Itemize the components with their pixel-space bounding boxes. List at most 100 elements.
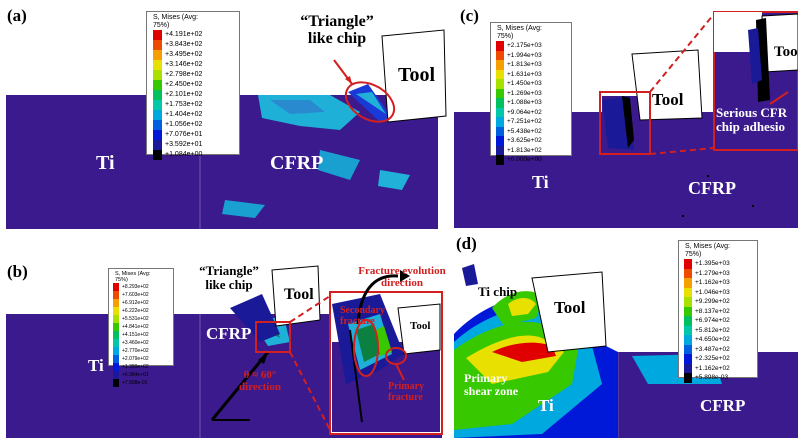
legend-row: +1.395e+03 <box>684 259 757 269</box>
legend-swatch <box>684 373 692 383</box>
legend-swatch <box>684 325 692 335</box>
legend-swatch <box>113 283 119 291</box>
legend-row: +7.908e-01 <box>113 379 173 387</box>
legend-row: +2.101e+02 <box>153 90 239 100</box>
legend-value: +1.269e+03 <box>507 89 542 97</box>
legend-row: +1.813e+02 <box>496 145 571 155</box>
legend-swatch <box>684 278 692 288</box>
legend-row: +6.984e+01 <box>113 371 173 379</box>
legend-row: +8.293e+02 <box>113 283 173 291</box>
legend-swatch <box>113 363 119 371</box>
legend-row: +1.753e+02 <box>153 100 239 110</box>
legend-swatch <box>153 130 162 140</box>
legend-value: +7.908e-01 <box>122 380 148 386</box>
legend-value: +3.146e+02 <box>165 61 203 68</box>
legend-swatch <box>496 98 504 108</box>
legend-swatch <box>153 70 162 80</box>
legend-value: +3.843e+02 <box>165 41 203 48</box>
legend-value: +1.162e+03 <box>695 279 730 286</box>
legend-swatch <box>113 371 119 379</box>
primary-shear-zone-note: Primary shear zone <box>464 371 519 398</box>
legend-swatch <box>684 306 692 316</box>
legend-swatch <box>113 331 119 339</box>
legend-swatch <box>496 69 504 79</box>
legend-value: +3.592e+01 <box>165 141 203 148</box>
legend-swatch <box>684 297 692 307</box>
legend-row: +9.299e+02 <box>684 297 757 307</box>
legend-row: +5.438e+02 <box>496 126 571 136</box>
legend-row: +4.151e+02 <box>113 331 173 339</box>
legend-swatch <box>684 259 692 269</box>
legend-swatch <box>153 150 162 160</box>
legend-swatch <box>496 79 504 89</box>
legend-value: +2.798e+02 <box>165 71 203 78</box>
legend-value: +1.395e+03 <box>695 260 730 267</box>
legend-swatch <box>113 307 119 315</box>
legend-swatch <box>113 299 119 307</box>
legend-swatch <box>153 90 162 100</box>
legend-row: +4.191e+02 <box>153 30 239 40</box>
legend-row: +5.812e+02 <box>684 325 757 335</box>
legend-swatch <box>496 145 504 155</box>
material-cfrp-d: CFRP <box>700 396 746 415</box>
legend-swatch <box>496 60 504 70</box>
legend-row: +1.450e+03 <box>496 79 571 89</box>
legend-row: +1.813e+03 <box>496 60 571 70</box>
legend-row: +1.056e+02 <box>153 120 239 130</box>
material-cfrp-c: CFRP <box>688 178 736 198</box>
legend-swatch <box>496 126 504 136</box>
legend-swatch <box>113 355 119 363</box>
legend-row: +2.798e+02 <box>153 70 239 80</box>
legend-row: +3.487e+02 <box>684 344 757 354</box>
legend-row: +3.460e+02 <box>113 339 173 347</box>
legend-value: +1.279e+03 <box>695 269 730 277</box>
legend-value: +8.293e+02 <box>122 284 149 290</box>
secondary-fracture-note: Secondary fracture <box>340 305 385 327</box>
chip-adhesion-note: Serious CFR chip adhesio <box>716 105 788 134</box>
legend-row: +3.625e+02 <box>496 136 571 146</box>
legend-value: +1.813e+02 <box>507 146 542 154</box>
legend-row: +1.046e+03 <box>684 287 757 297</box>
legend-value: +5.438e+02 <box>507 127 542 135</box>
legend-row: +0.000e+00 <box>496 155 571 165</box>
panel-b-graphic <box>6 265 443 438</box>
panel-c: (c) Ti CFRP Tool Too Serious CFR chip ad… <box>452 0 798 230</box>
legend-value: +7.076e+01 <box>165 131 203 138</box>
legend-swatch <box>684 354 692 364</box>
legend-value: +7.251e+02 <box>507 118 542 125</box>
legend-swatch <box>113 315 119 323</box>
panel-c-graphic <box>454 11 798 228</box>
tool-label-d: Tool <box>554 298 586 317</box>
legend-c: S, Mises (Avg: 75%) +2.175e+03 +1.994e+03… <box>490 22 572 165</box>
material-ti-a: Ti <box>96 152 115 174</box>
legend-row: +9.064e+02 <box>496 107 571 117</box>
legend-swatch <box>153 30 162 40</box>
legend-value: +4.191e+02 <box>165 31 203 38</box>
tool-label-c-inset: Too <box>774 44 798 60</box>
legend-value: +5.531e+02 <box>122 316 149 322</box>
panel-d: (d) Ti CFRP Tool Ti chip Primary shear z… <box>452 234 798 438</box>
legend-value: +1.753e+02 <box>165 101 203 108</box>
material-cfrp-a: CFRP <box>270 152 324 174</box>
legend-value: +1.813e+03 <box>507 61 542 68</box>
legend-value: +2.770e+02 <box>122 348 149 354</box>
triangle-chip-note-b: “Triangle” like chip <box>199 263 259 292</box>
legend-value: +2.079e+02 <box>122 356 149 362</box>
legend-swatch <box>153 40 162 50</box>
legend-row: +2.079e+02 <box>113 355 173 363</box>
legend-row: +3.495e+02 <box>153 50 239 60</box>
legend-value: +1.389e+02 <box>122 364 149 370</box>
primary-fracture-note: Primary fracture <box>388 381 425 403</box>
panel-c-label: (c) <box>460 6 479 25</box>
legend-value: +9.064e+02 <box>507 108 542 116</box>
tool-label-a: Tool <box>398 64 436 86</box>
fracture-direction-note: Fracture evolution direction <box>358 265 446 289</box>
legend-row: +1.404e+02 <box>153 110 239 120</box>
legend-value: +4.841e+02 <box>122 324 149 330</box>
legend-row: +2.770e+02 <box>113 347 173 355</box>
legend-value: +1.631e+03 <box>507 70 542 78</box>
material-ti-c: Ti <box>532 172 549 192</box>
legend-title-d: S, Mises (Avg: 75%) <box>685 243 730 258</box>
legend-value: +6.984e+01 <box>122 372 149 378</box>
legend-a: S, Mises (Avg: 75%) +4.191e+02 +3.843e+02… <box>146 11 240 160</box>
